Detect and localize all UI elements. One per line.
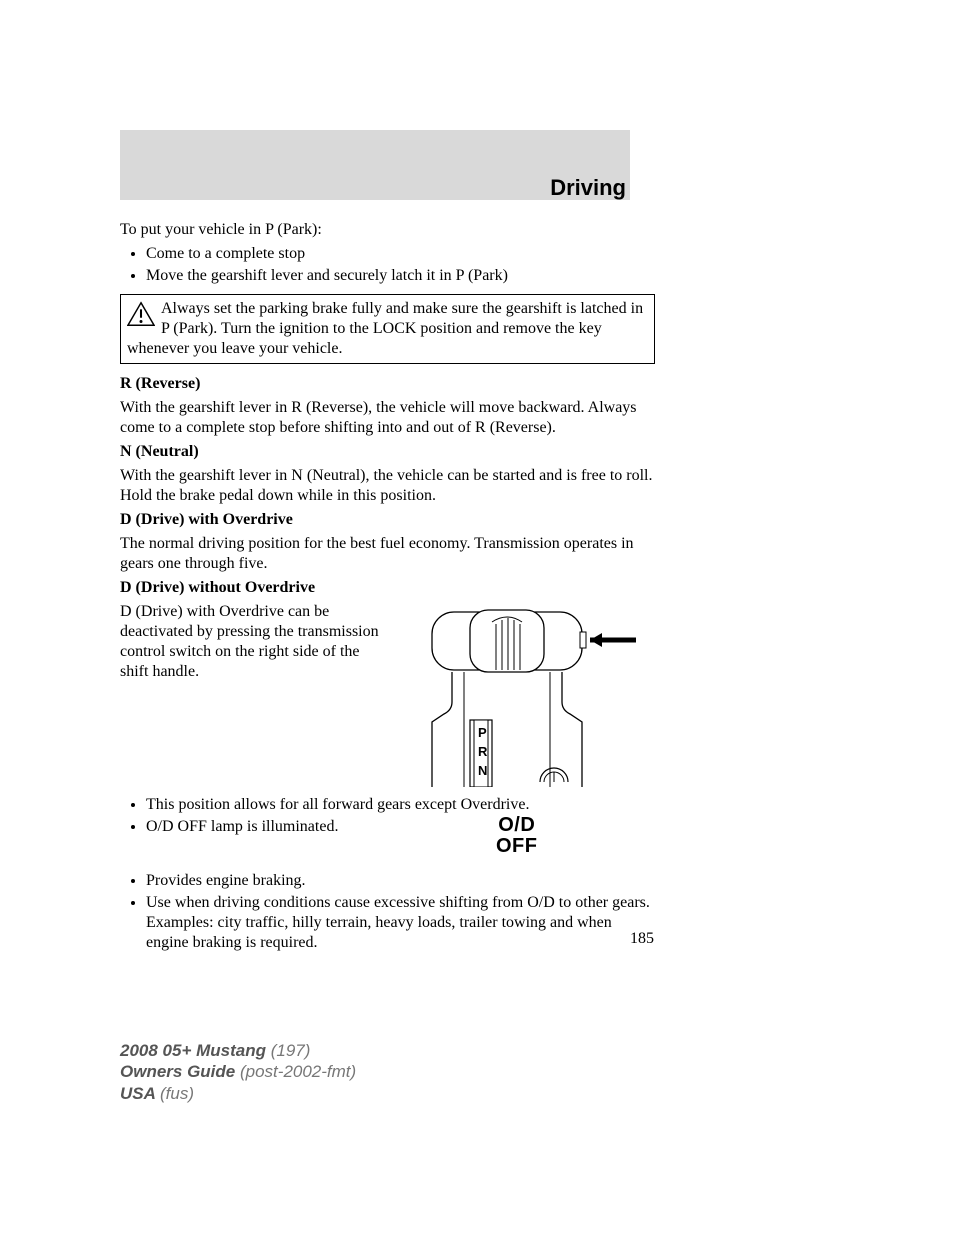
footer-guide: Owners Guide: [120, 1062, 240, 1081]
list-item: Come to a complete stop: [146, 244, 655, 264]
body-drive-od: The normal driving position for the best…: [120, 534, 655, 574]
list-item: Use when driving conditions cause excess…: [146, 893, 655, 953]
list-item: Provides engine braking.: [146, 871, 655, 891]
footer-code: (197): [271, 1041, 311, 1060]
footer-region: USA: [120, 1084, 160, 1103]
od-off-indicator-icon: O/D OFF: [496, 815, 538, 857]
subhead-neutral: N (Neutral): [120, 442, 655, 462]
body-drive-no-od: D (Drive) with Overdrive can be deactiva…: [120, 602, 380, 793]
intro-list: Come to a complete stop Move the gearshi…: [120, 244, 655, 286]
body-neutral: With the gearshift lever in N (Neutral),…: [120, 466, 655, 506]
od-line1: O/D: [496, 815, 538, 836]
footer-model: 2008 05+ Mustang: [120, 1041, 271, 1060]
list-item: O/D OFF lamp is illuminated. O/D OFF: [146, 817, 655, 857]
content-column: To put your vehicle in P (Park): Come to…: [120, 220, 655, 961]
od-lamp-text: O/D OFF lamp is illuminated.: [146, 817, 456, 837]
page-number: 185: [630, 930, 654, 948]
section-title: Driving: [550, 175, 626, 201]
subhead-drive-no-od: D (Drive) without Overdrive: [120, 578, 655, 598]
svg-text:P: P: [478, 725, 487, 740]
two-column-row: D (Drive) with Overdrive can be deactiva…: [120, 602, 655, 793]
warning-text: Always set the parking brake fully and m…: [127, 300, 643, 357]
od-list: This position allows for all forward gea…: [120, 795, 655, 953]
list-item: This position allows for all forward gea…: [146, 795, 655, 815]
footer-fmt: (post-2002-fmt): [240, 1062, 356, 1081]
subhead-reverse: R (Reverse): [120, 374, 655, 394]
gearshift-illustration-icon: P R N: [392, 602, 642, 787]
footer-block: 2008 05+ Mustang (197) Owners Guide (pos…: [120, 1040, 356, 1104]
shifter-figure: P R N: [392, 602, 655, 793]
svg-text:N: N: [478, 763, 487, 778]
page-root: Driving To put your vehicle in P (Park):…: [0, 0, 954, 1235]
warning-triangle-icon: [127, 301, 155, 327]
svg-text:R: R: [478, 744, 488, 759]
body-reverse: With the gearshift lever in R (Reverse),…: [120, 398, 655, 438]
footer-fus: (fus): [160, 1084, 194, 1103]
od-line2: OFF: [496, 836, 538, 857]
warning-box: Always set the parking brake fully and m…: [120, 294, 655, 364]
intro-text: To put your vehicle in P (Park):: [120, 220, 655, 240]
list-item: Move the gearshift lever and securely la…: [146, 266, 655, 286]
subhead-drive-od: D (Drive) with Overdrive: [120, 510, 655, 530]
